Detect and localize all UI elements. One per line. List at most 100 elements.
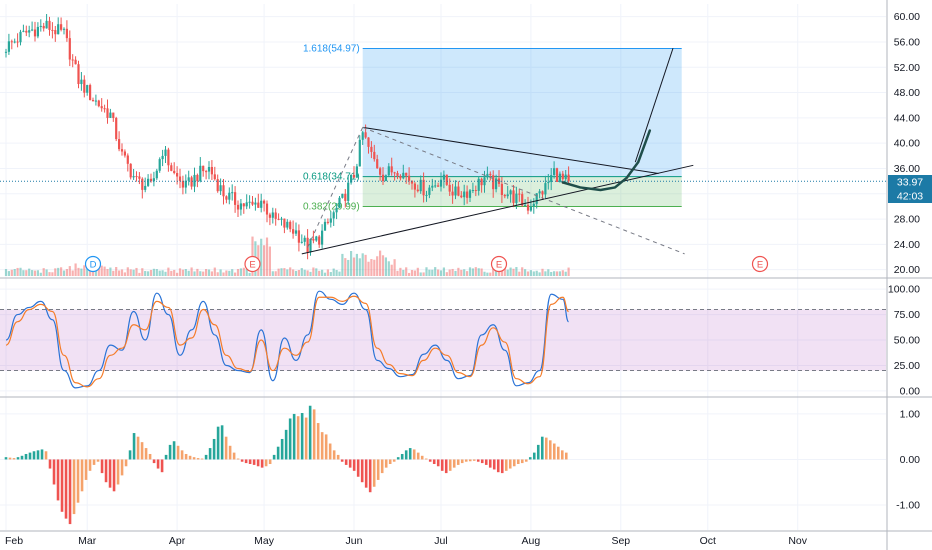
- volume-bar: [10, 269, 13, 276]
- volume-bar: [39, 272, 42, 276]
- macd-bar: [232, 452, 236, 460]
- candle-body: [413, 183, 416, 190]
- volume-bar: [100, 265, 103, 276]
- volume-bar: [413, 270, 416, 276]
- candle-body: [367, 137, 370, 147]
- candle-body: [445, 174, 448, 185]
- candle-body: [387, 166, 390, 176]
- volume-bar: [376, 256, 379, 276]
- volume-bar: [216, 272, 219, 276]
- candle-body: [405, 172, 408, 176]
- macd-bar: [560, 450, 564, 460]
- candle-body: [390, 166, 393, 173]
- candle-body: [123, 151, 126, 156]
- candle-body: [381, 174, 385, 182]
- candle-body: [164, 149, 167, 156]
- macd-bar: [24, 453, 28, 460]
- volume-bar: [335, 270, 338, 276]
- macd-bar: [140, 442, 144, 460]
- marker-label-0: D: [90, 260, 97, 271]
- volume-bar: [199, 271, 202, 276]
- volume-bar: [425, 267, 428, 276]
- fib-zone-upper: [362, 48, 682, 177]
- macd-bar: [156, 459, 160, 469]
- volume-bar: [4, 269, 8, 276]
- macd-bar: [184, 453, 188, 460]
- macd-bar: [284, 429, 288, 460]
- volume-bar: [71, 270, 74, 276]
- volume-bar: [332, 268, 335, 276]
- price-tick-label: 52.00: [894, 62, 920, 74]
- macd-bar: [260, 459, 264, 468]
- volume-bar: [384, 257, 387, 276]
- candle-body: [454, 186, 457, 196]
- volume-bar: [109, 267, 112, 276]
- macd-bar: [392, 459, 396, 462]
- candle-body: [538, 191, 541, 194]
- candle-body: [89, 85, 92, 100]
- volume-bar: [19, 267, 22, 276]
- candle-body: [167, 149, 170, 166]
- volume-bar: [176, 272, 179, 276]
- marker-d-icon[interactable]: [84, 255, 102, 273]
- candle-body: [297, 230, 300, 243]
- macd-tick-label: -1.00: [896, 499, 920, 511]
- macd-bar: [480, 459, 484, 464]
- macd-bar: [188, 455, 192, 460]
- macd-bar: [12, 458, 16, 460]
- candle-body: [547, 182, 550, 184]
- price-tick-label: 48.00: [894, 87, 920, 99]
- volume-bar: [341, 253, 344, 276]
- candle-body: [202, 165, 205, 172]
- volume-bar: [16, 267, 19, 276]
- volume-bar: [326, 269, 329, 276]
- macd-bar: [428, 459, 432, 462]
- candle-body: [434, 185, 437, 187]
- volume-bar: [524, 269, 527, 276]
- price-tick-label: 36.00: [894, 163, 920, 175]
- candle-body: [442, 174, 445, 180]
- macd-bar: [108, 459, 112, 488]
- candle-body: [555, 168, 559, 182]
- volume-bar: [294, 270, 298, 276]
- candle-body: [393, 172, 396, 174]
- marker-label-1: E: [249, 260, 255, 271]
- candle-body: [91, 99, 95, 102]
- candle-body: [62, 28, 66, 30]
- volume-bar: [106, 268, 109, 276]
- macd-bar: [516, 459, 520, 464]
- candle-body: [207, 166, 211, 172]
- stoch-tick-label: 75.00: [894, 309, 920, 321]
- countdown-text: 42:03: [897, 191, 923, 203]
- macd-bar: [268, 459, 272, 464]
- candle-body: [42, 25, 45, 29]
- volume-bar: [445, 272, 448, 276]
- volume-bar: [355, 253, 358, 276]
- trendlines[interactable]: [301, 48, 694, 255]
- candle-body: [132, 176, 135, 178]
- candle-body: [286, 221, 289, 228]
- macd-bar: [144, 448, 148, 460]
- candle-body: [280, 218, 283, 220]
- price-tick-label: 56.00: [894, 36, 920, 48]
- candle-body: [39, 25, 42, 27]
- marker-e-icon[interactable]: [244, 255, 261, 273]
- macd-bar: [132, 433, 136, 460]
- volume-bar: [68, 266, 71, 276]
- marker-e-icon[interactable]: [490, 255, 508, 273]
- macd-bar: [72, 459, 76, 515]
- volume-bar: [347, 259, 350, 276]
- marker-e-icon[interactable]: [751, 255, 769, 273]
- macd-bar: [180, 450, 184, 460]
- candle-body: [152, 178, 155, 182]
- macd-bar: [196, 458, 200, 460]
- macd-bar: [296, 416, 300, 460]
- macd-bar: [484, 459, 488, 465]
- macd-bar: [236, 458, 240, 460]
- candle-body: [158, 159, 161, 171]
- candle-body: [236, 204, 240, 210]
- macd-bar: [112, 459, 116, 492]
- volume-bar: [28, 268, 31, 276]
